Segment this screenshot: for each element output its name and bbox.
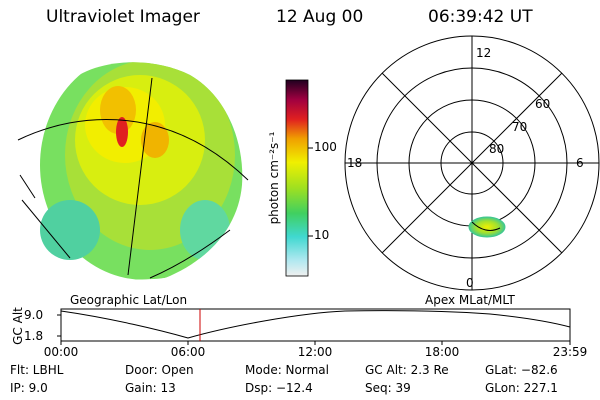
colorbar	[285, 79, 313, 277]
time-tick-1200: 12:00	[297, 345, 333, 359]
uv-image	[17, 62, 249, 280]
lat-label-80: 80	[489, 142, 505, 156]
date-label: 12 Aug 00	[276, 7, 364, 27]
altitude-tick-9: 9.0	[24, 308, 44, 322]
instrument-title: Ultraviolet Imager	[46, 7, 200, 27]
time-tick-2359: 23:59	[552, 345, 588, 359]
time-tick-0600: 06:00	[170, 345, 206, 359]
mlt-label-0: 0	[466, 276, 474, 290]
altitude-axis-label: GC Alt	[11, 307, 25, 345]
time-tick-0000: 00:00	[43, 345, 79, 359]
lat-label-70: 70	[512, 120, 528, 134]
glon-info: GLon: 227.1	[485, 381, 558, 395]
right-panel-title: Apex MLat/MLT	[425, 293, 515, 307]
colorbar-tick-100: 100	[314, 140, 337, 154]
colorbar-unit-label: photon cm⁻²s⁻¹	[267, 131, 281, 225]
mlt-label-12: 12	[476, 46, 492, 60]
colorbar-tick-10: 10	[314, 228, 330, 242]
mode-info: Mode: Normal	[245, 363, 329, 377]
mlt-label-6: 6	[576, 156, 584, 170]
gain-info: Gain: 13	[125, 381, 176, 395]
lat-label-60: 60	[535, 97, 551, 111]
dsp-info: Dsp: −12.4	[245, 381, 313, 395]
time-label: 06:39:42 UT	[428, 7, 533, 27]
left-panel-title: Geographic Lat/Lon	[70, 293, 188, 307]
mlt-label-18: 18	[347, 156, 363, 170]
filter-info: Flt: LBHL	[10, 363, 64, 377]
gc-alt-info: GC Alt: 2.3 Re	[365, 363, 449, 377]
time-tick-1800: 18:00	[424, 345, 460, 359]
altitude-tick-1-8: 1.8	[24, 329, 44, 343]
glat-info: GLat: −82.6	[485, 363, 558, 377]
door-info: Door: Open	[125, 363, 194, 377]
auroral-spot	[468, 216, 506, 238]
altitude-plot	[57, 308, 571, 345]
ip-info: IP: 9.0	[10, 381, 48, 395]
seq-info: Seq: 39	[365, 381, 411, 395]
polar-plot	[344, 35, 600, 291]
